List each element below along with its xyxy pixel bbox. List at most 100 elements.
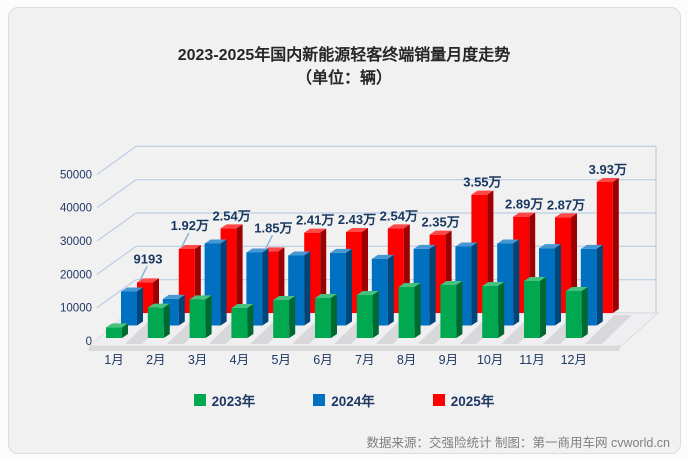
bar-2023年-6月-side	[331, 294, 337, 338]
bar-2023年-10月-top	[482, 282, 505, 286]
bar-2023年-1月-top	[106, 323, 128, 328]
bar-2023年-2月-side	[163, 303, 170, 338]
bar-2024年-4月-top	[246, 248, 269, 253]
data-label: 2.87万	[547, 197, 585, 212]
callout-line	[264, 234, 274, 250]
bar-2024年-10月-side	[513, 239, 520, 326]
x-axis-label: 11月	[519, 353, 544, 367]
gridline-stub	[96, 212, 137, 242]
data-label: 3.55万	[463, 175, 501, 190]
bar-2025年-10月-top	[513, 212, 536, 217]
source-credit: 数据来源：交强险统计 制图：第一商用车网 cvworld.cn	[366, 436, 671, 450]
bar-2023年-9月-top	[440, 281, 463, 285]
bar-2024年-1月	[121, 291, 137, 326]
bar-2023年-5月	[273, 300, 290, 338]
y-axis-label: 10000	[60, 303, 92, 315]
bar-2025年-8月-top	[429, 230, 452, 235]
gridline-stub	[96, 179, 137, 209]
legend-swatch-2025	[432, 394, 445, 406]
bar-2024年-6月-side	[346, 248, 352, 326]
bar-2023年-3月-side	[205, 295, 212, 338]
legend-item-2025: 2025年	[432, 390, 495, 410]
bar-2025年-3月-side	[236, 224, 243, 313]
bar-2023年-5月-top	[273, 296, 296, 300]
legend-label-2024: 2024年	[331, 394, 375, 409]
bar-2025年-7月-top	[387, 224, 410, 229]
data-label: 2.35万	[421, 215, 459, 230]
bar-2023年-7月-top	[356, 291, 379, 295]
bar-2025年-5月-side	[320, 228, 327, 313]
y-axis-label: 30000	[60, 236, 92, 248]
bar-2023年-7月	[356, 295, 373, 338]
legend-item-2024: 2024年	[313, 390, 375, 410]
gridline-stub	[96, 279, 137, 309]
legend-swatch-2024	[313, 394, 326, 406]
bar-2023年-12月	[565, 291, 582, 338]
data-label: 2.43万	[338, 212, 376, 227]
bar-2024年-9月-side	[471, 242, 478, 326]
bar-2025年-3月-top	[220, 224, 243, 229]
bar-2023年-2月-top	[147, 303, 170, 308]
data-label: 2.41万	[296, 213, 334, 228]
bar-2024年-5月-top	[288, 251, 311, 256]
bar-2024年-8月-top	[413, 244, 436, 249]
x-axis-label: 9月	[439, 353, 458, 367]
data-label: 2.54万	[212, 208, 250, 223]
x-axis-label: 7月	[355, 353, 374, 367]
y-axis-label: 20000	[60, 269, 92, 281]
data-label: 9193	[134, 251, 163, 266]
gridline-stub	[96, 245, 137, 275]
bar-2023年-12月-top	[565, 287, 588, 291]
legend-label-2023: 2023年	[211, 394, 256, 409]
bar-2025年-5月-top	[304, 228, 327, 233]
y-axis-label: 50000	[60, 169, 92, 181]
bar-2025年-2月-top	[178, 245, 201, 249]
bar-2023年-10月-side	[498, 282, 505, 338]
bar-2025年-6月-top	[346, 228, 368, 232]
data-label: 1.92万	[171, 218, 209, 233]
bar-2023年-11月-side	[540, 277, 546, 338]
bar-2023年-1月	[106, 327, 122, 338]
bar-2025年-1月-top	[137, 278, 159, 283]
bar-2023年-6月	[315, 298, 331, 338]
chart-subtitle: （单位：辆）	[295, 70, 392, 87]
bar-2024年-12月-side	[596, 244, 603, 326]
bar-2024年-4月-side	[262, 248, 269, 326]
x-axis-label: 5月	[271, 353, 290, 367]
bar-2024年-5月-side	[304, 251, 311, 326]
bar-2024年-12月-top	[580, 244, 603, 249]
bar-2023年-7月-side	[372, 291, 379, 338]
gridline-stub	[96, 145, 137, 175]
legend-label-2025: 2025年	[450, 394, 495, 409]
bar-2025年-11月-top	[555, 213, 577, 218]
chart-title-block: 2023-2025年国内新能源轻客终端销量月度走势 （单位：辆）	[0, 44, 688, 90]
bar-2024年-3月-top	[204, 239, 227, 244]
legend-item-2023: 2023年	[193, 390, 256, 410]
x-axis-label: 8月	[397, 353, 416, 367]
bar-2023年-4月-side	[247, 304, 254, 338]
callout-line	[181, 232, 190, 248]
x-axis-label: 10月	[477, 353, 503, 367]
y-axis-label: 40000	[60, 203, 92, 215]
bar-2024年-1月-top	[121, 287, 143, 292]
bar-2024年-7月-top	[371, 254, 394, 259]
x-axis-label: 2月	[146, 353, 165, 367]
x-axis-label: 6月	[313, 353, 332, 367]
data-label: 2.54万	[380, 208, 418, 223]
bar-2025年-12月-top	[596, 178, 619, 182]
bar-2024年-1月-side	[137, 287, 143, 326]
bar-2024年-3月-side	[220, 239, 227, 326]
bar-2023年-11月-top	[524, 277, 546, 281]
x-axis-label: 4月	[230, 353, 249, 367]
bar-2024年-7月-side	[387, 254, 394, 326]
bar-2023年-8月-side	[414, 283, 421, 338]
bar-2024年-9月-top	[455, 242, 478, 247]
bar-2024年-10月-top	[497, 239, 520, 244]
x-axis-label: 3月	[188, 353, 207, 367]
bar-2023年-6月-top	[315, 294, 337, 298]
bar-2023年-8月	[398, 287, 415, 338]
bar-2024年-8月-side	[429, 244, 436, 326]
bar-2024年-2月-side	[178, 294, 185, 326]
data-label: 2.89万	[505, 197, 543, 212]
